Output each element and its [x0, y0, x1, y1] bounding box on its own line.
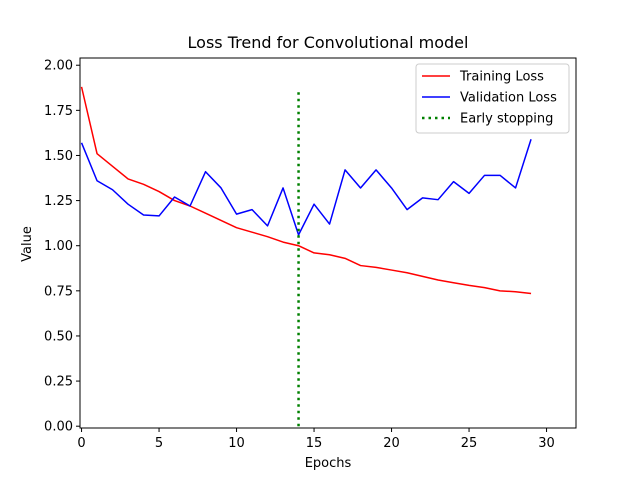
series-line-validation-loss: [80, 138, 532, 236]
y-tick-label: 1.75: [44, 104, 73, 119]
x-tick-label: 15: [306, 436, 323, 451]
y-tick-label: 1.25: [44, 194, 73, 209]
legend-label: Validation Loss: [460, 91, 557, 106]
legend-box: [415, 63, 570, 134]
chart-title: Loss Trend for Convolutional model: [188, 33, 469, 52]
y-axis-label: Value: [20, 226, 35, 262]
y-tick-label: 0.00: [44, 420, 73, 435]
y-tick-label: 1.50: [44, 149, 73, 164]
x-tick-label: 10: [228, 436, 245, 451]
y-tick-label: 0.75: [44, 284, 73, 299]
y-tick-label: 0.50: [44, 329, 73, 344]
y-tick-label: 1.00: [44, 239, 73, 254]
x-axis: 0 5 10 15 20 25 30: [77, 428, 555, 451]
plot-frame: [79, 57, 577, 429]
legend-label: Early stopping: [460, 112, 553, 127]
x-tick-label: 25: [461, 436, 478, 451]
legend: Training Loss Validation Loss Early stoppi…: [415, 63, 570, 134]
y-axis: 0.00 0.25 0.50 0.75 1.00 1.25 1.50 1.75 2.00: [44, 59, 80, 435]
x-tick-label: 20: [383, 436, 400, 451]
plot-area: [80, 86, 532, 427]
y-tick-label: 0.25: [44, 375, 73, 390]
series-line-training-loss: [80, 86, 532, 295]
x-tick-label: 5: [155, 436, 163, 451]
x-axis-label: Epochs: [305, 456, 352, 471]
y-tick-label: 2.00: [44, 59, 73, 74]
legend-label: Training Loss: [459, 70, 544, 85]
x-tick-label: 30: [538, 436, 555, 451]
x-tick-label: 0: [77, 436, 85, 451]
